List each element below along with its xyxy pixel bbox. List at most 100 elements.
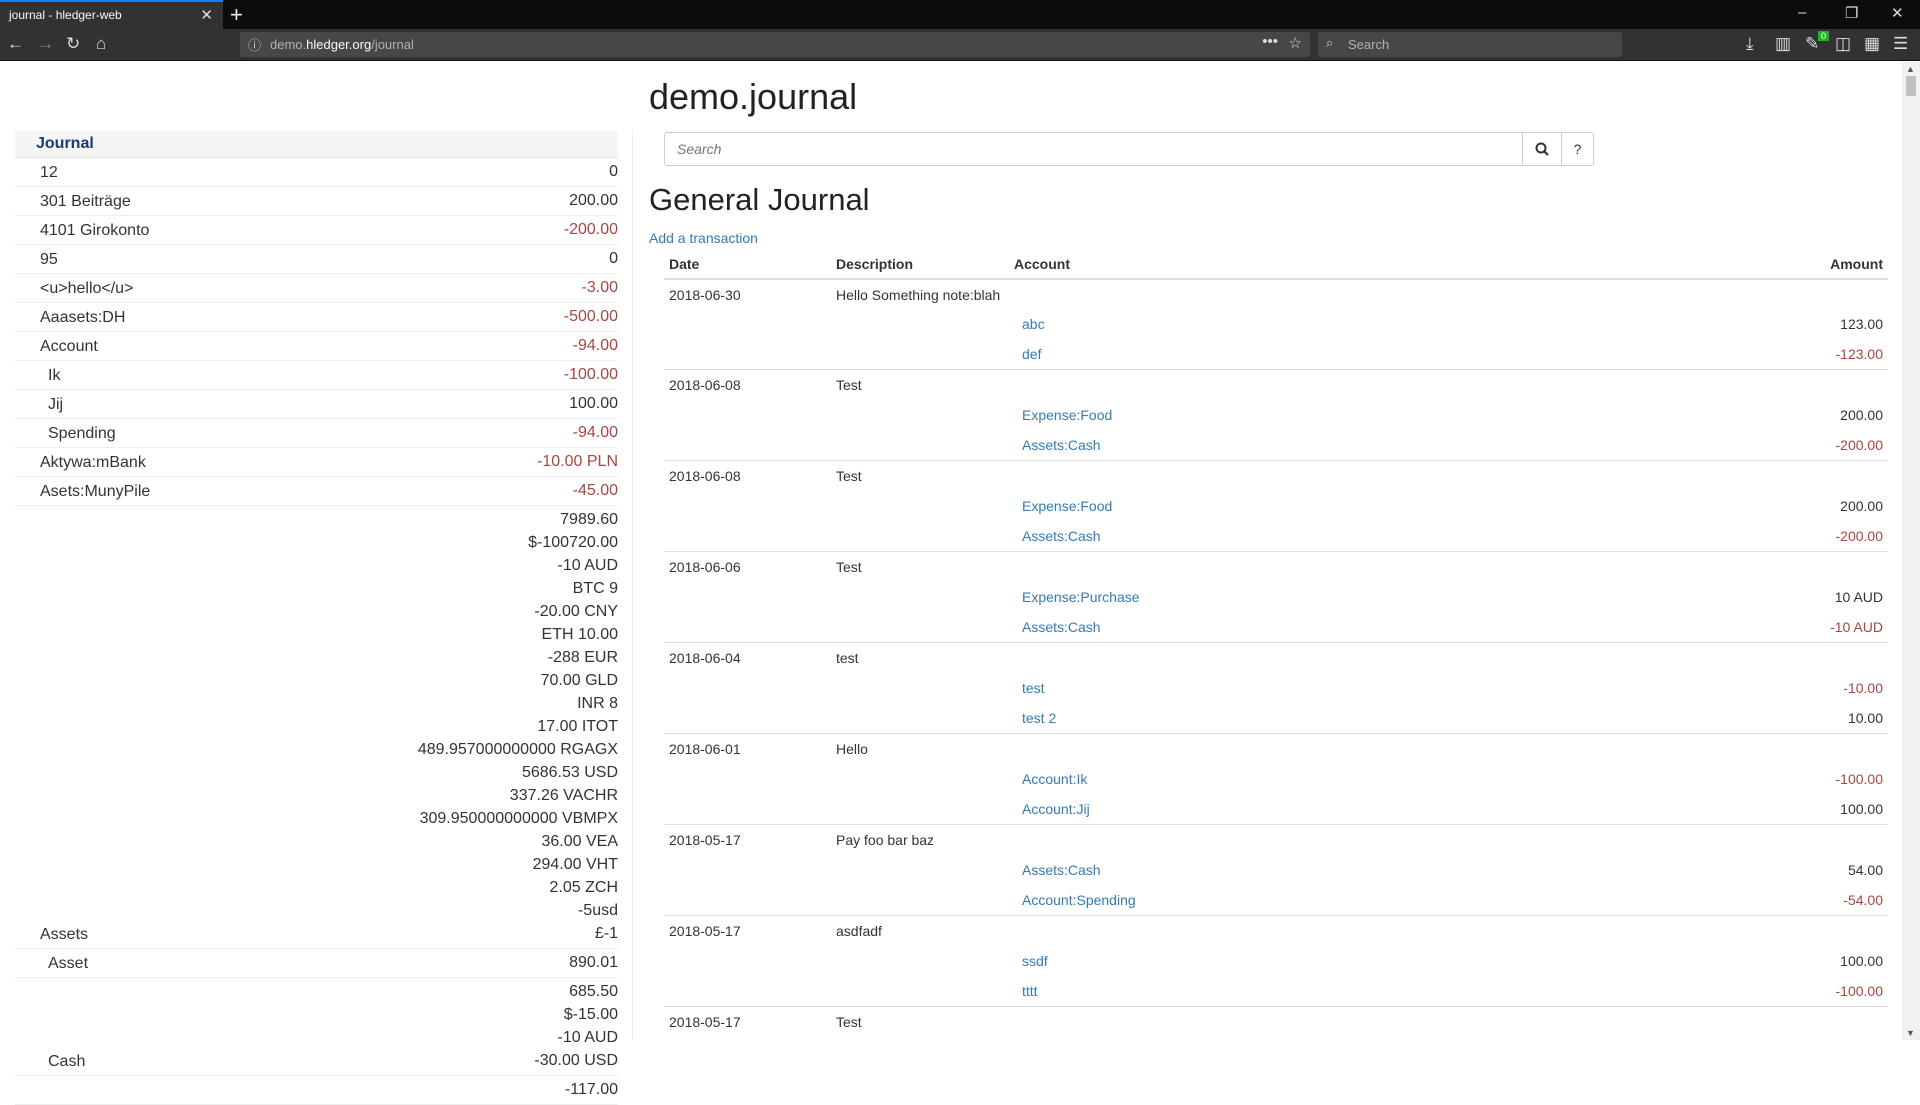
transaction-row[interactable]: 2018-05-17 asdfadf <box>664 914 1888 946</box>
sidebar-account-row: Asset 890.01 <box>15 948 618 978</box>
posting-row: tttt -100.00 <box>664 976 1888 1006</box>
posting-account-link[interactable]: Account:Spending <box>1022 891 1136 908</box>
new-tab-icon[interactable]: + <box>230 2 243 27</box>
url-bar[interactable]: ⓘ demo.hledger.org/journal ••• ☆ <box>240 32 1310 57</box>
transaction-description: Pay foo bar baz <box>831 823 1009 855</box>
sidebar-account-link[interactable]: 301 Beiträge <box>40 193 131 210</box>
transaction-description: Test <box>831 460 1009 492</box>
posting-account-link[interactable]: Expense:Food <box>1022 407 1113 424</box>
posting-account-link[interactable]: test <box>1022 680 1045 696</box>
posting-account-link[interactable]: Assets:Cash <box>1022 528 1101 545</box>
sidebar-account-link[interactable]: Aaasets:DH <box>40 309 126 326</box>
posting-account-link[interactable]: def <box>1022 346 1042 363</box>
browser-search-input[interactable]: ⌕ Search <box>1318 32 1622 57</box>
close-window-icon[interactable]: ✕ <box>1891 5 1904 22</box>
sidebar-account-row: Cash 685.50 $-15.00 -10 AUD -30.00 USD <box>15 977 618 1076</box>
sidebar-toggle-icon[interactable]: ◫ <box>1835 34 1852 53</box>
sidebar-amount: $-15.00 <box>563 1006 618 1023</box>
download-icon[interactable]: ⤓ <box>1746 34 1754 53</box>
sidebar-account-link[interactable]: Asets:MunyPile <box>40 483 151 500</box>
posting-account-cell: Account:Spending <box>1009 885 1609 915</box>
transaction-row[interactable]: 2018-05-17 Pay foo bar baz <box>664 823 1888 855</box>
posting-account-link[interactable]: Expense:Purchase <box>1022 589 1140 606</box>
empty-cell <box>831 855 1009 885</box>
accounts-sidebar: Journal 12 0 301 Beiträge 200.00 4101 Giroko… <box>15 131 618 1105</box>
sidebar-account-link[interactable]: Account <box>40 338 98 355</box>
sidebar-account-link[interactable]: 12 <box>40 164 58 181</box>
sidebar-amount: -500.00 <box>563 308 618 325</box>
posting-account-cell: Assets:Cash <box>1009 612 1609 642</box>
sidebar-amount: -20.00 CNY <box>534 603 618 620</box>
sidebar-account-link[interactable]: 95 <box>40 251 58 268</box>
restore-icon[interactable]: ❐ <box>1845 5 1859 22</box>
tab-bar: journal - hledger-web ✕ + – ❐ ✕ <box>0 0 1920 29</box>
sidebar-account-link[interactable]: Cash <box>48 1053 86 1070</box>
scrollbar-thumb[interactable] <box>1906 76 1916 96</box>
transaction-row[interactable]: 2018-06-01 Hello <box>664 732 1888 764</box>
add-transaction-link[interactable]: Add a transaction <box>649 230 758 246</box>
posting-account-link[interactable]: tttt <box>1022 982 1038 999</box>
scroll-up-icon[interactable]: ▲ <box>1906 64 1915 74</box>
posting-account-link[interactable]: Assets:Cash <box>1022 437 1101 454</box>
posting-amount: -123.00 <box>1835 346 1883 363</box>
transaction-row[interactable]: 2018-06-08 Test <box>664 460 1888 492</box>
posting-amount: 100.00 <box>1840 800 1883 817</box>
reload-icon[interactable]: ↻ <box>66 34 81 53</box>
posting-account-cell: Expense:Purchase <box>1009 582 1609 612</box>
empty-cell <box>664 976 831 1006</box>
sidebar-amount: 0 <box>609 163 618 180</box>
col-amount: Amount <box>1609 252 1888 280</box>
sidebar-amount-cell: -10.00 PLN <box>258 447 618 477</box>
empty-cell <box>664 491 831 521</box>
transaction-row[interactable]: 2018-05-17 Test <box>664 1005 1888 1037</box>
containers-icon[interactable]: ▦ <box>1864 34 1881 53</box>
forward-icon[interactable]: → <box>37 34 54 53</box>
sidebar-account-link[interactable]: Spending <box>48 425 116 442</box>
posting-row: Expense:Food 200.00 <box>664 491 1888 521</box>
sidebar-account-link[interactable]: Assets <box>40 926 89 943</box>
scroll-down-icon[interactable]: ▼ <box>1906 1028 1915 1038</box>
empty-cell <box>664 703 831 733</box>
posting-account-link[interactable]: ssdf <box>1022 952 1048 969</box>
search-button[interactable] <box>1522 133 1561 165</box>
help-button[interactable]: ? <box>1561 133 1593 165</box>
sidebar-amount: -94.00 <box>572 424 618 441</box>
posting-account-link[interactable]: test 2 <box>1022 710 1057 727</box>
transaction-row[interactable]: 2018-06-06 Test <box>664 551 1888 582</box>
browser-tab[interactable]: journal - hledger-web ✕ <box>0 0 223 29</box>
scrollbar[interactable]: ▲ ▼ <box>1902 62 1920 1040</box>
back-icon[interactable]: ← <box>7 34 24 53</box>
posting-account-link[interactable]: Assets:Cash <box>1022 861 1101 878</box>
col-description: Description <box>831 252 1009 280</box>
transaction-row[interactable]: 2018-06-30 Hello Something note:blah <box>664 278 1888 310</box>
home-icon[interactable]: ⌂ <box>96 34 107 53</box>
sidebar-account-link[interactable]: Jij <box>48 396 64 413</box>
posting-account-link[interactable]: Account:Ik <box>1022 770 1088 787</box>
transaction-row[interactable]: 2018-06-08 Test <box>664 369 1888 401</box>
posting-account-link[interactable]: Assets:Cash <box>1022 619 1101 636</box>
sidebar-account-link[interactable]: Ik <box>48 367 61 384</box>
minimize-icon[interactable]: – <box>1798 4 1807 21</box>
transaction-row[interactable]: 2018-06-04 test <box>664 642 1888 673</box>
library-icon[interactable]: ▥ <box>1775 34 1792 53</box>
menu-icon[interactable]: ☰ <box>1893 34 1909 53</box>
empty-cell <box>1009 278 1610 310</box>
search-input[interactable] <box>665 133 1522 165</box>
extension-icon[interactable]: ✎ <box>1805 34 1820 53</box>
posting-amount: -200.00 <box>1835 528 1883 545</box>
close-tab-icon[interactable]: ✕ <box>200 7 213 24</box>
sidebar-account-row: Spending -94.00 <box>15 418 618 448</box>
sidebar-account-cell: Assets <box>15 505 259 949</box>
sidebar-account-link[interactable]: Aktywa:mBank <box>40 454 146 471</box>
sidebar-journal-link[interactable]: Journal <box>36 135 94 152</box>
page-actions-icon[interactable]: ••• <box>1262 33 1278 50</box>
posting-account-link[interactable]: abc <box>1022 316 1045 333</box>
posting-account-link[interactable]: Expense:Food <box>1022 498 1113 515</box>
sidebar-account-link[interactable]: 4101 Girokonto <box>40 222 150 239</box>
extension-badge: 0 <box>1818 31 1830 41</box>
bookmark-star-icon[interactable]: ☆ <box>1288 35 1302 52</box>
sidebar-account-cell: Aktywa:mBank <box>15 447 259 477</box>
sidebar-account-link[interactable]: <u>hello</u> <box>40 280 134 297</box>
posting-account-link[interactable]: Account:Jij <box>1022 800 1090 817</box>
sidebar-account-link[interactable]: Asset <box>48 955 89 972</box>
